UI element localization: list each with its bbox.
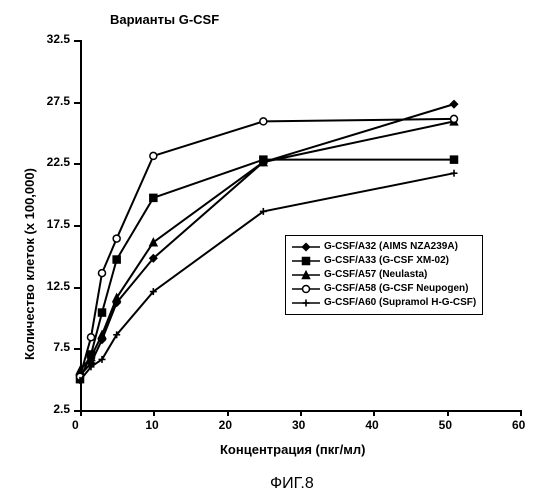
legend-item: G-CSF/A58 (G-CSF Neupogen) bbox=[292, 282, 476, 296]
legend-label: G-CSF/A57 (Neulasta) bbox=[324, 268, 427, 282]
legend-marker-icon bbox=[292, 255, 320, 267]
legend-marker-icon bbox=[292, 297, 320, 309]
legend-item: G-CSF/A57 (Neulasta) bbox=[292, 268, 476, 282]
legend-label: G-CSF/A58 (G-CSF Neupogen) bbox=[324, 282, 468, 296]
legend-item: G-CSF/A32 (AIMS NZA239A) bbox=[292, 240, 476, 254]
legend-label: G-CSF/A33 (G-CSF XM-02) bbox=[324, 254, 449, 268]
legend-label: G-CSF/A60 (Supramol H-G-CSF) bbox=[324, 296, 476, 310]
legend-marker-icon bbox=[292, 269, 320, 281]
legend: G-CSF/A32 (AIMS NZA239A)G-CSF/A33 (G-CSF… bbox=[285, 235, 483, 315]
legend-label: G-CSF/A32 (AIMS NZA239A) bbox=[324, 240, 458, 254]
legend-marker-icon bbox=[292, 241, 320, 253]
legend-item: G-CSF/A33 (G-CSF XM-02) bbox=[292, 254, 476, 268]
legend-item: G-CSF/A60 (Supramol H-G-CSF) bbox=[292, 296, 476, 310]
legend-marker-icon bbox=[292, 283, 320, 295]
